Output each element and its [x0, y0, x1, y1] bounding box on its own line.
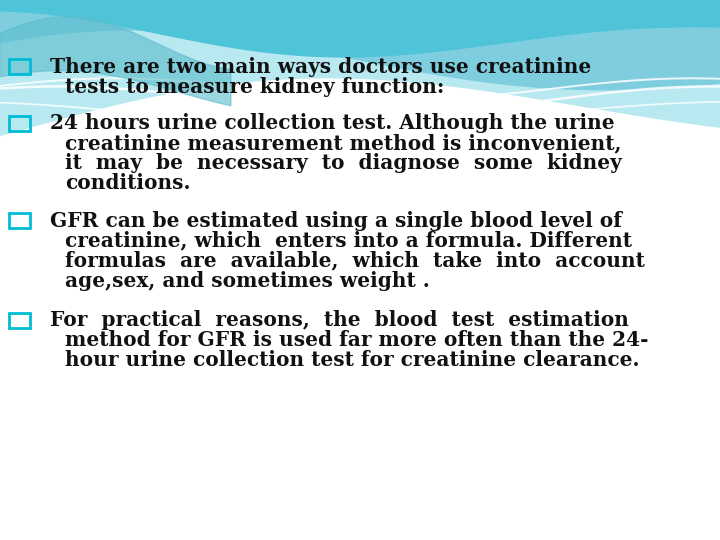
- Text: There are two main ways doctors use creatinine: There are two main ways doctors use crea…: [50, 57, 592, 77]
- Text: creatinine, which  enters into a formula. Different: creatinine, which enters into a formula.…: [65, 231, 632, 251]
- Text: For  practical  reasons,  the  blood  test  estimation: For practical reasons, the blood test es…: [50, 310, 629, 330]
- Text: 24 hours urine collection test. Although the urine: 24 hours urine collection test. Although…: [50, 113, 615, 133]
- Text: conditions.: conditions.: [65, 173, 190, 193]
- Text: method for GFR is used far more often than the 24-: method for GFR is used far more often th…: [65, 330, 648, 350]
- Text: it  may  be  necessary  to  diagnose  some  kidney: it may be necessary to diagnose some kid…: [65, 153, 621, 173]
- Text: GFR can be estimated using a single blood level of: GFR can be estimated using a single bloo…: [50, 211, 622, 231]
- Text: tests to measure kidney function:: tests to measure kidney function:: [65, 77, 444, 97]
- Text: hour urine collection test for creatinine clearance.: hour urine collection test for creatinin…: [65, 350, 639, 370]
- Text: age,sex, and sometimes weight .: age,sex, and sometimes weight .: [65, 271, 430, 291]
- Text: creatinine measurement method is inconvenient,: creatinine measurement method is inconve…: [65, 133, 621, 153]
- Text: formulas  are  available,  which  take  into  account: formulas are available, which take into …: [65, 251, 644, 271]
